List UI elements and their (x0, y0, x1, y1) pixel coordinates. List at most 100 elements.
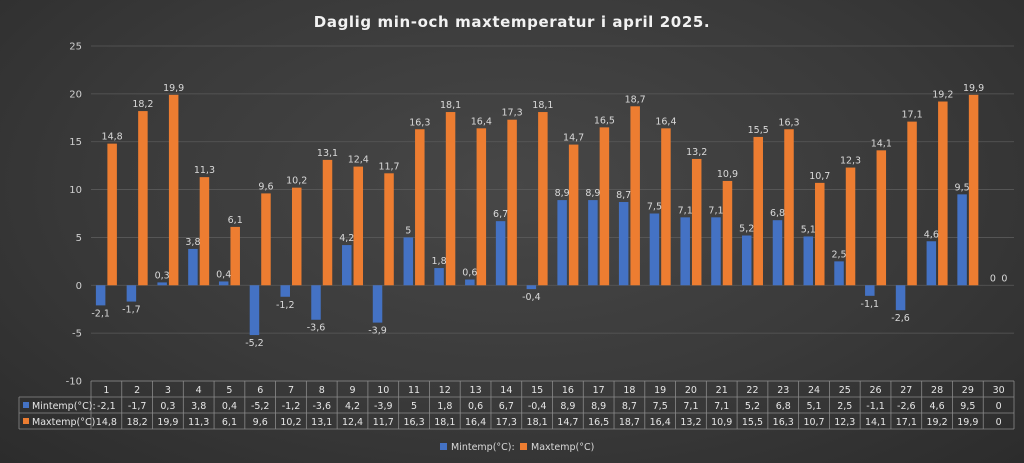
bar-min (434, 268, 444, 286)
table-cell: 4,6 (930, 401, 945, 412)
bar-min (249, 285, 260, 336)
table-category: 4 (196, 385, 202, 396)
bar-max (353, 166, 364, 286)
bar-min (834, 261, 844, 286)
data-label: 16,4 (471, 116, 492, 127)
data-label: 0 (990, 273, 996, 284)
data-label: 18,1 (440, 100, 461, 111)
bar-min (311, 285, 321, 320)
bar-min (865, 285, 875, 296)
bar-max (199, 177, 210, 286)
bar-max (291, 187, 302, 286)
bar-min (957, 194, 967, 286)
data-label: 17,1 (901, 110, 922, 121)
table-category: 30 (993, 385, 1005, 396)
table-category: 26 (870, 385, 882, 396)
data-label: 18,2 (132, 99, 153, 110)
bar-max (322, 159, 333, 286)
data-label: 7,1 (678, 205, 693, 216)
data-label: 19,9 (163, 83, 184, 94)
table-legend-key (23, 402, 29, 408)
data-label: 0,3 (155, 270, 170, 281)
table-cell: 18,2 (127, 417, 148, 428)
data-label: 4,6 (924, 229, 939, 240)
table-category: 6 (257, 385, 263, 396)
data-label: 16,5 (594, 115, 615, 126)
data-label: 6,8 (770, 208, 785, 219)
table-cell: -1,7 (128, 401, 147, 412)
data-label: 14,8 (102, 132, 123, 143)
table-cell: 14,8 (96, 417, 117, 428)
bar-min (803, 236, 814, 286)
y-tick-label: -5 (72, 329, 82, 340)
bar-max (907, 121, 917, 286)
data-label: -2,6 (891, 313, 910, 324)
y-tick-label: 10 (69, 185, 82, 196)
table-cell: 12,4 (342, 417, 363, 428)
legend-key (520, 443, 527, 450)
data-label: 10,9 (717, 169, 738, 180)
data-label: -1,2 (276, 300, 295, 311)
data-labels: -2,1 14,8 -1,7 18,2 0,3 19,9 3,8 11,3 0,4 6,1 -5,2… (91, 83, 1007, 349)
legend-key (440, 443, 447, 450)
table-category: 14 (500, 385, 512, 396)
table-cell: -2,6 (897, 401, 916, 412)
table-category: 12 (439, 385, 451, 396)
y-tick-label: 0 (76, 281, 82, 292)
data-label: 11,7 (378, 161, 399, 172)
table-cell: 4,2 (345, 401, 360, 412)
bar-min (526, 285, 537, 290)
bar-max (261, 193, 271, 286)
table-category: 17 (593, 385, 605, 396)
bar-min (465, 279, 475, 286)
bar-max (630, 106, 640, 286)
table-cell: -1,2 (282, 401, 301, 412)
data-label: 15,5 (748, 125, 769, 136)
bar-min (772, 220, 783, 286)
y-tick-label: 5 (76, 233, 82, 244)
table-category: 23 (777, 385, 789, 396)
bar-min (680, 217, 690, 286)
table-cell: 17,1 (896, 417, 917, 428)
bar-max (753, 136, 763, 286)
table-category: 22 (746, 385, 758, 396)
data-label: 4,2 (339, 233, 354, 244)
table-cell: 15,5 (742, 417, 763, 428)
table-cell: 16,4 (465, 417, 486, 428)
data-label: 1,8 (432, 256, 447, 267)
bar-max (415, 129, 425, 286)
table-cell: 7,5 (653, 401, 668, 412)
table-category: 19 (654, 385, 666, 396)
table-cell: 8,7 (622, 401, 637, 412)
bar-max (538, 112, 548, 286)
table-cell: 18,1 (434, 417, 455, 428)
bar-min (588, 200, 598, 286)
bar-min (342, 245, 352, 286)
bar-min (495, 221, 506, 286)
bar-max (968, 94, 979, 286)
table-cell: 19,9 (957, 417, 978, 428)
table-category: 18 (623, 385, 635, 396)
table-cell: 3,8 (191, 401, 206, 412)
table-category: 13 (470, 385, 482, 396)
data-label: 9,6 (258, 181, 273, 192)
table-cell: 1,8 (437, 401, 452, 412)
data-label: 8,7 (616, 190, 631, 201)
data-label: 0 (1001, 273, 1007, 284)
table-cell: 10,2 (280, 417, 301, 428)
table-category: 3 (165, 385, 171, 396)
data-label: -2,1 (91, 308, 110, 319)
table-cell: 16,3 (773, 417, 794, 428)
table-category: 28 (931, 385, 943, 396)
data-label: 12,4 (348, 155, 369, 166)
table-cell: 2,5 (837, 401, 852, 412)
bar-min (741, 235, 752, 286)
bar-min (372, 285, 383, 323)
y-axis: -10 -5 0 5 10 15 20 25 (66, 42, 82, 388)
data-table: 1 2 3 4 5 6 7 8 9 10 11 12 13 14 15 16 17 18 19 20 21 22 23 24 2… (18, 380, 1015, 430)
table-category: 27 (900, 385, 912, 396)
table-category: 8 (319, 385, 325, 396)
data-label: 10,7 (809, 171, 830, 182)
bar-max (445, 112, 456, 286)
